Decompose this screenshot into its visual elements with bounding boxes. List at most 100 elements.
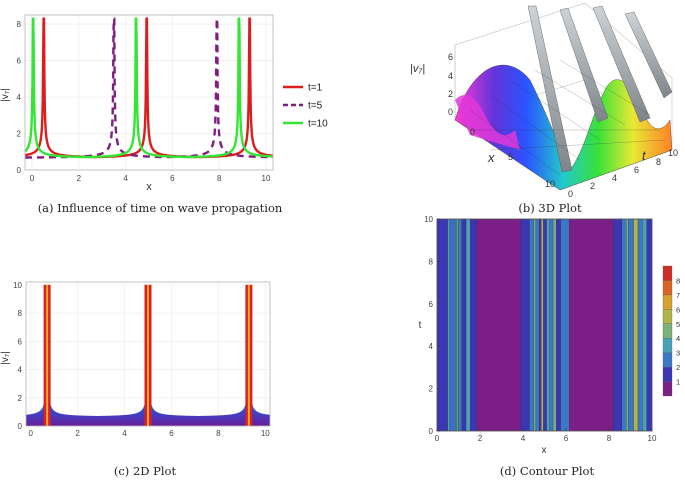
surface-ztick: 0 bbox=[448, 107, 453, 117]
chart-c-ylabel: |v₇| bbox=[0, 351, 11, 365]
chart-a-xlabel: x bbox=[146, 181, 152, 193]
chart-a-xtick: 4 bbox=[123, 174, 128, 183]
surface-ytick: 10 bbox=[668, 148, 678, 158]
colorbar-label: 7 bbox=[676, 291, 680, 300]
chart-d-xtick: 10 bbox=[648, 434, 657, 443]
colorbar-cell bbox=[662, 381, 673, 397]
colorbar-cell bbox=[662, 366, 673, 382]
colorbar-label: 4 bbox=[676, 334, 680, 343]
surface-ridge bbox=[624, 11, 673, 99]
colorbar-label: 8 bbox=[676, 276, 680, 285]
colorbar-cell bbox=[662, 352, 673, 368]
surface-mesh-line bbox=[534, 69, 626, 126]
chart-c-ytick: 8 bbox=[18, 309, 23, 318]
colorbar-cell bbox=[662, 309, 673, 324]
chart-d-ytick: 4 bbox=[429, 342, 434, 351]
contour-band bbox=[633, 218, 639, 432]
colorbar-label: 5 bbox=[676, 320, 680, 329]
contour-band bbox=[461, 218, 467, 432]
chart-c-frame bbox=[25, 281, 271, 427]
colorbar-cell bbox=[662, 265, 673, 281]
contour-band bbox=[546, 218, 550, 432]
surface-ytick: 4 bbox=[612, 173, 617, 183]
chart-a-ytick: 0 bbox=[17, 166, 22, 175]
chart-a-xtick: 6 bbox=[170, 174, 175, 183]
surface-body bbox=[454, 64, 673, 191]
surface-ytick: 0 bbox=[568, 189, 573, 199]
chart-c-xtick: 0 bbox=[28, 429, 33, 438]
contour-band bbox=[541, 218, 544, 432]
surface-ridge bbox=[559, 7, 609, 123]
contour-band bbox=[436, 218, 448, 432]
chart-c-ytick: 10 bbox=[13, 281, 22, 290]
chart-c-xtick: 6 bbox=[169, 429, 174, 438]
chart-d-xtick: 0 bbox=[435, 434, 440, 443]
surface-ztick: 6 bbox=[448, 52, 453, 62]
chart-c: 0 2 4 6 8 10 0 2 4 6 8 10 |v₇| bbox=[0, 281, 271, 438]
colorbar-cell bbox=[662, 280, 673, 296]
contour-band bbox=[556, 218, 561, 432]
surface-ridge bbox=[527, 5, 573, 173]
contour-band bbox=[628, 218, 634, 432]
contour-band bbox=[626, 218, 629, 432]
chart-d-ytick: 10 bbox=[424, 215, 433, 224]
surface-xtick: 5 bbox=[508, 152, 513, 162]
contour-band bbox=[543, 218, 547, 432]
colorbar-label: 6 bbox=[676, 305, 680, 314]
contour-band bbox=[447, 218, 451, 432]
chart-a-xtick: 0 bbox=[30, 174, 35, 183]
peak-core bbox=[247, 284, 250, 426]
chart-c-xtick: 10 bbox=[261, 429, 270, 438]
colorbar-cell bbox=[662, 323, 673, 339]
colorbar-cell bbox=[662, 338, 673, 353]
chart-c-ytick: 6 bbox=[18, 337, 23, 346]
surface-mesh-line bbox=[469, 109, 561, 176]
contour-band bbox=[465, 218, 471, 432]
contour-band bbox=[456, 218, 459, 432]
chart-d-ytick: 6 bbox=[429, 300, 434, 309]
surface-ytick: 8 bbox=[656, 157, 661, 167]
contour-band bbox=[535, 218, 540, 432]
chart-c-ytick: 2 bbox=[18, 394, 23, 403]
contour-band bbox=[613, 218, 623, 432]
peak-core bbox=[46, 284, 49, 426]
chart-a-ytick: 8 bbox=[17, 20, 22, 29]
surface-ridge bbox=[592, 5, 651, 123]
surface-mesh-line bbox=[559, 59, 651, 116]
colorbar-label: 1 bbox=[676, 378, 680, 387]
surface-ytick: 6 bbox=[634, 165, 639, 175]
surface-xlabel: x bbox=[487, 150, 495, 165]
chart-d-ytick: 0 bbox=[429, 427, 434, 436]
chart-a-xtick: 10 bbox=[262, 174, 271, 183]
chart-c-ytick: 0 bbox=[18, 422, 23, 431]
chart-a-xtick: 8 bbox=[217, 174, 222, 183]
surface-ztick: 4 bbox=[448, 71, 453, 81]
chart-a: 0 2 4 6 8 10 0 2 4 6 8 |v₇| x t=1 t=5 t=10 bbox=[0, 14, 328, 193]
chart-d-xtick: 6 bbox=[564, 434, 569, 443]
contour-band bbox=[646, 218, 653, 432]
legend-label: t=1 bbox=[308, 83, 323, 94]
contour-band bbox=[621, 218, 627, 432]
chart-d-frame bbox=[436, 218, 653, 432]
colorbar-label: 3 bbox=[676, 349, 680, 358]
chart-c-xtick: 4 bbox=[122, 429, 127, 438]
chart-a-frame bbox=[24, 14, 274, 171]
surface-ylabel: t bbox=[642, 148, 647, 163]
contour-band bbox=[552, 218, 557, 432]
contour-band bbox=[560, 218, 570, 432]
legend-label: t=10 bbox=[308, 119, 328, 130]
chart-d-xtick: 8 bbox=[607, 434, 612, 443]
surface-mesh-line bbox=[489, 139, 666, 151]
chart-d-xlabel: x bbox=[542, 445, 547, 456]
chart-b-surface: |v₇| 6 4 2 0 0 5 10 x 0 2 4 6 8 10 t bbox=[410, 2, 678, 199]
chart-d-xtick: 4 bbox=[521, 434, 526, 443]
chart-a-xtick: 2 bbox=[77, 174, 82, 183]
colorbar-cell bbox=[662, 294, 673, 310]
chart-c-ytick: 4 bbox=[18, 366, 23, 375]
series-line-3 bbox=[25, 17, 273, 159]
caption-c: (c) 2D Plot bbox=[113, 464, 177, 478]
chart-d-ytick: 8 bbox=[429, 257, 434, 266]
caption-b: (b) 3D Plot bbox=[518, 201, 582, 215]
contour-band bbox=[470, 218, 477, 432]
chart-d-xtick: 2 bbox=[478, 434, 483, 443]
